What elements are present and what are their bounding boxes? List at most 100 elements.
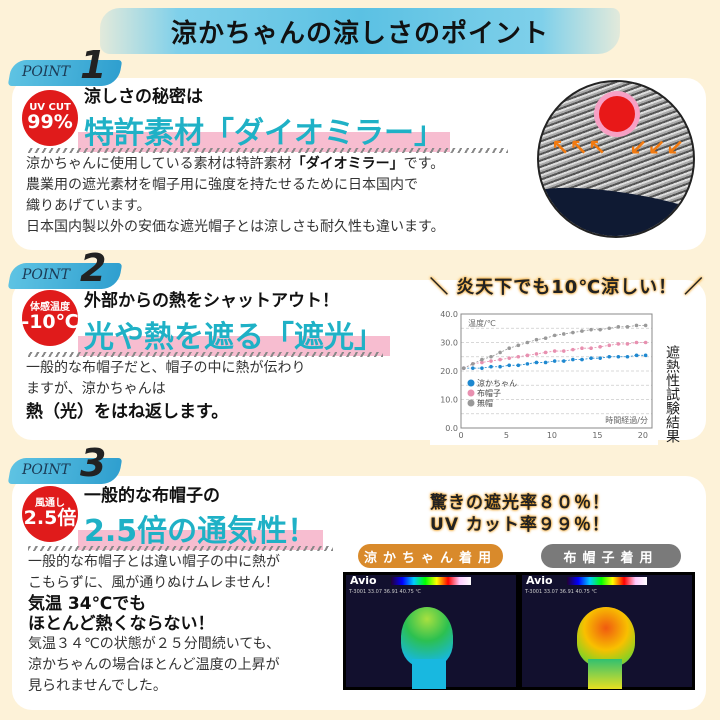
data-point	[489, 354, 493, 359]
point-3-label: POINT	[22, 462, 71, 478]
data-point	[643, 353, 648, 358]
data-point	[516, 354, 521, 359]
thermal-image-0: Avio T-3001 33.07 36.91 40.75 ℃	[343, 572, 519, 690]
chart-background	[430, 302, 658, 445]
x-tick-label: 0	[458, 431, 463, 440]
data-point	[589, 327, 593, 332]
body-line: こもらずに、風が通りぬけムレません！	[28, 575, 279, 591]
fabric-closeup-image: ↖↖↖ ↙↙↙	[537, 80, 695, 238]
badge-main: 99%	[27, 111, 73, 134]
thermal-scale-values: T-3001 33.07 36.91 40.75 ℃	[525, 589, 598, 595]
incoming-arrows-icon: ↙↙↙	[629, 136, 685, 161]
data-point	[489, 359, 493, 363]
data-point	[571, 347, 575, 352]
sun-icon	[599, 96, 635, 132]
data-point	[552, 349, 557, 353]
legend-marker	[467, 379, 475, 387]
data-point	[534, 352, 539, 356]
data-point	[498, 357, 502, 362]
point-3-body: 一般的な布帽子とは違い帽子の中に熱が こもらずに、風が通りぬけムレません！ 気温…	[28, 552, 348, 697]
data-point	[589, 356, 593, 360]
data-point	[589, 346, 593, 350]
reflect-arrows-icon: ↖↖↖	[551, 136, 607, 161]
data-point	[634, 353, 639, 358]
chart-heading: ＼ 炎天下でも10℃涼しい！ ／	[430, 277, 704, 298]
point-1-subtitle: 涼しさの秘密は	[84, 87, 203, 107]
data-point	[461, 366, 466, 370]
data-point	[498, 364, 502, 369]
badge-main: -10℃	[21, 311, 79, 334]
data-point	[534, 337, 539, 342]
data-point	[598, 356, 602, 360]
thermal-color-scale	[567, 577, 647, 585]
data-point	[489, 364, 493, 369]
body-bold: 「ダイオミラー」	[291, 156, 404, 172]
data-point	[580, 346, 584, 350]
airflow-badge: 風通し 2.5倍	[22, 486, 78, 542]
hat-brim	[539, 175, 693, 236]
badge-top: UV CUT	[29, 101, 71, 113]
shading-kicker: 驚きの遮光率８０％！ UV カット率９９％！	[420, 492, 620, 536]
data-point	[525, 362, 530, 366]
data-point	[480, 360, 484, 365]
point-2-label: POINT	[22, 267, 71, 283]
data-point	[498, 350, 502, 355]
body-line: 気温３４℃の状態が２５分間続いても、	[28, 636, 281, 652]
data-point	[471, 362, 475, 366]
x-axis-label: 時間経過/分	[605, 415, 648, 425]
heat-test-chart: 0.0 10.0 20.0 30.0 40.0 0 5 10 15 20 温度/℃ 時間経過/分 涼かち…	[430, 302, 658, 445]
point-3-number: 3	[80, 441, 107, 485]
badge-top: 体感温度	[30, 301, 70, 313]
data-point	[507, 346, 512, 350]
chart-side-label: 遮熱性試験結果	[664, 345, 680, 443]
data-point	[643, 323, 648, 328]
body-line: 涼かちゃんの場合ほとんど温度の上昇が	[28, 657, 280, 673]
thermal-label-0: 涼かちゃん着用	[358, 544, 503, 568]
divider	[28, 546, 333, 551]
data-point	[616, 342, 621, 346]
data-point	[616, 325, 621, 329]
legend-label: 布帽子	[477, 388, 501, 398]
kicker-line: UV カット率９９％！	[430, 515, 610, 535]
point-1-number: 1	[80, 43, 107, 87]
legend-label: 無帽	[477, 398, 493, 408]
thermal-brand: Avio	[526, 574, 553, 587]
legend-marker	[467, 399, 475, 407]
point-3-subtitle: 一般的な布帽子の	[84, 486, 220, 506]
legend-label: 涼かちゃん	[477, 378, 517, 388]
body-line: 見られませんでした。	[28, 678, 167, 694]
body-line: ますが、涼かちゃんは	[26, 381, 166, 397]
data-point	[598, 327, 602, 332]
y-tick-label: 40.0	[440, 310, 458, 319]
data-point	[561, 349, 566, 353]
thermal-color-scale	[391, 577, 471, 585]
data-point	[516, 343, 521, 348]
body-line: 織りあげています。	[26, 198, 151, 214]
badge-top: 風通し	[35, 497, 65, 509]
data-point	[616, 354, 621, 359]
body-line: 涼かちゃんに使用している素材は特許素材	[26, 156, 292, 172]
y-tick-label: 20.0	[440, 367, 458, 376]
thermal-brand: Avio	[350, 574, 377, 587]
divider	[28, 148, 508, 153]
body-line: 日本国内製以外の安価な遮光帽子とは涼しさも耐久性も違います。	[26, 219, 445, 235]
data-point	[598, 344, 602, 349]
body-emphasis: 熱（光）をはね返します。	[26, 402, 229, 422]
y-tick-label: 30.0	[440, 339, 458, 348]
data-point	[607, 354, 612, 359]
series-line-2	[463, 324, 646, 369]
thermal-scale-values: T-3001 33.07 36.91 40.75 ℃	[349, 589, 422, 595]
data-point	[534, 360, 539, 365]
point-2-subtitle: 外部からの熱をシャットアウト！	[84, 291, 339, 311]
point-3-headline: 2.5倍の通気性！	[78, 506, 324, 550]
title-banner: 涼かちゃんの涼しさのポイント	[100, 8, 620, 54]
point-2-number: 2	[80, 246, 107, 290]
badge-main: 2.5倍	[23, 507, 77, 530]
y-tick-label: 10.0	[440, 396, 458, 405]
data-point	[480, 366, 484, 370]
data-point	[625, 342, 630, 346]
legend-marker	[467, 389, 475, 397]
uv-cut-badge: UV CUT 99%	[22, 90, 78, 146]
data-point	[643, 340, 648, 345]
data-point	[507, 363, 512, 368]
